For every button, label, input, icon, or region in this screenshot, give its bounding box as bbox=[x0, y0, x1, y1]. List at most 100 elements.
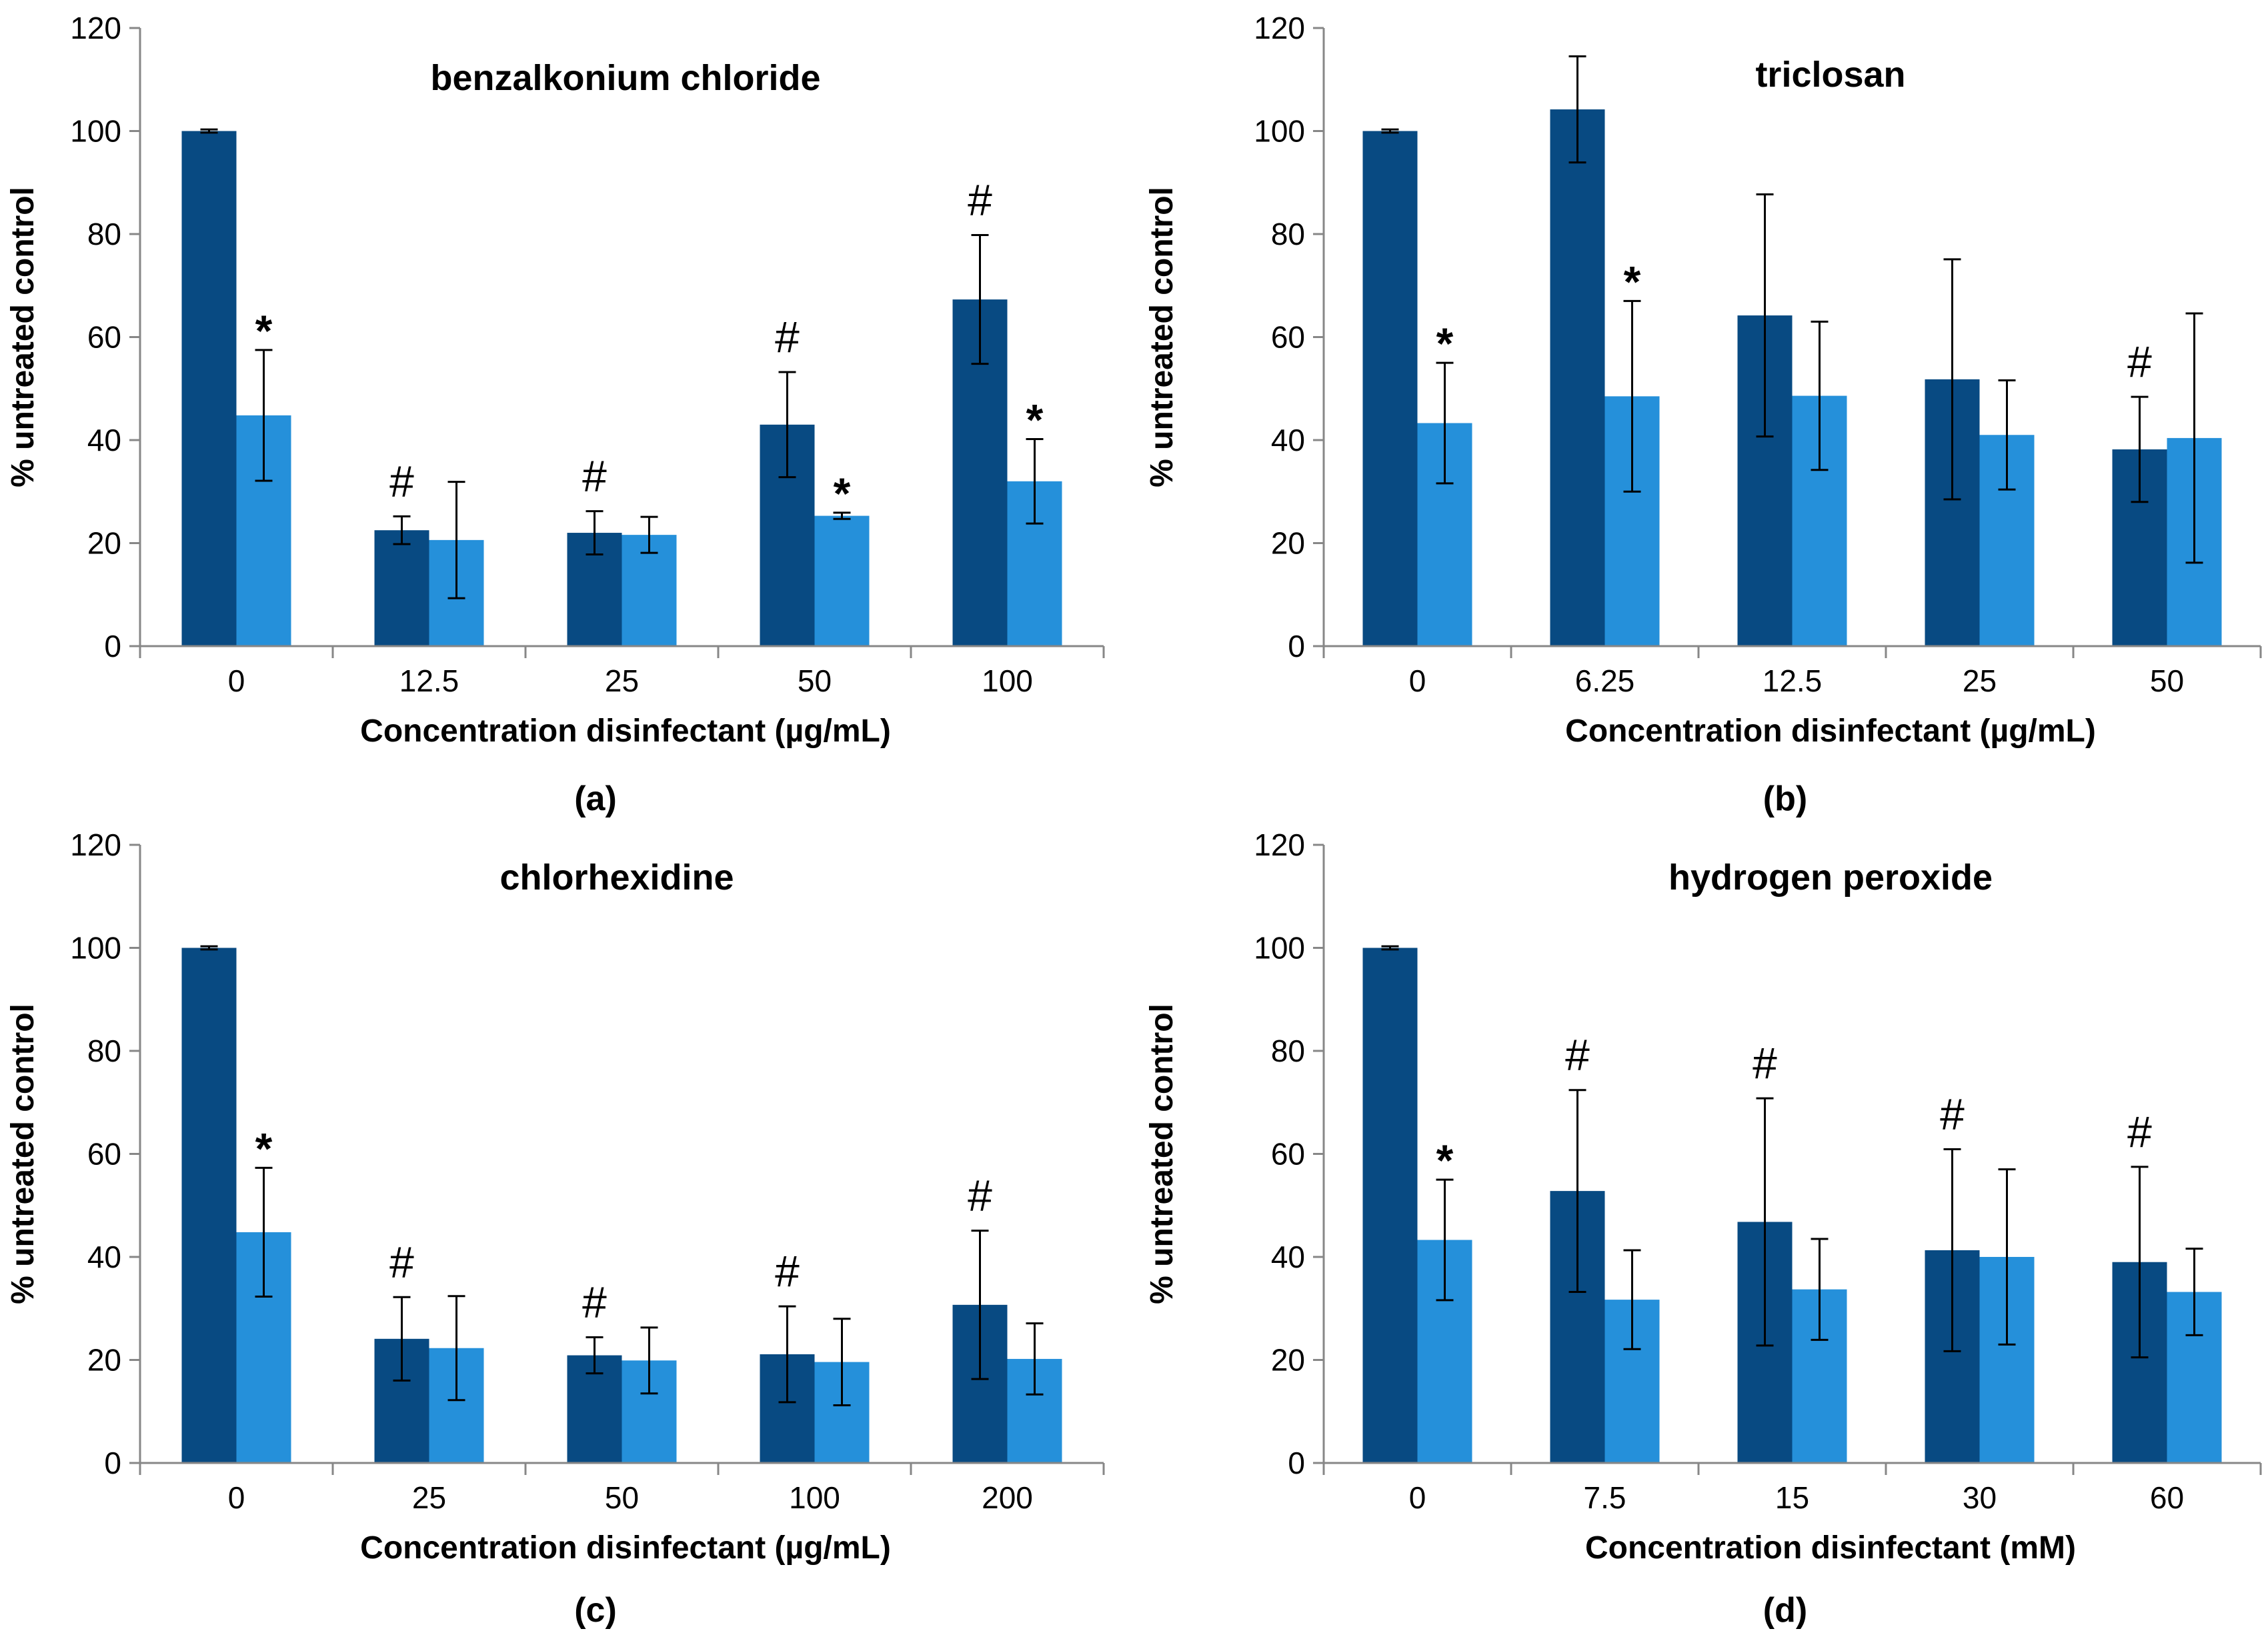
y-tick-label: 20 bbox=[87, 526, 121, 561]
x-tick-label: 15 bbox=[1775, 1480, 1809, 1515]
y-axis-label: % untreated control bbox=[1144, 1004, 1180, 1304]
x-tick-label: 60 bbox=[2150, 1480, 2184, 1515]
significance-star: * bbox=[1026, 395, 1044, 444]
y-tick-label: 40 bbox=[1271, 423, 1305, 457]
x-axis-label: Concentration disinfectant (µg/mL) bbox=[360, 713, 891, 749]
significance-hash: # bbox=[775, 312, 800, 361]
x-tick-label: 200 bbox=[982, 1480, 1033, 1515]
chart-chlorhexidine: chlorhexidine 0 20 40 60 80 100 120 % untreated … bbox=[5, 828, 1105, 1566]
y-tick-label: 20 bbox=[87, 1343, 121, 1378]
y-tick-label: 60 bbox=[1271, 320, 1305, 355]
panel-a: benzalkonium chloride 0 20 40 60 80 100 120 % un… bbox=[0, 0, 1134, 820]
x-tick-label: 50 bbox=[798, 663, 832, 698]
chart-title: chlorhexidine bbox=[499, 858, 734, 898]
bar-light-3 bbox=[814, 515, 870, 646]
panel-label: (d) bbox=[1763, 1591, 1808, 1630]
y-axis-label: % untreated control bbox=[5, 187, 41, 487]
panel-d: hydrogen peroxide 0 20 40 60 80 100 120 % untrea… bbox=[1134, 820, 2267, 1639]
y-tick-label: 40 bbox=[1271, 1240, 1305, 1274]
chart-title: hydrogen peroxide bbox=[1668, 858, 1993, 898]
panel-c: chlorhexidine 0 20 40 60 80 100 120 % untreated … bbox=[0, 820, 1134, 1639]
bar-dark-1 bbox=[1550, 109, 1605, 646]
significance-star: * bbox=[255, 1124, 273, 1173]
y-tick-label: 120 bbox=[1254, 11, 1305, 45]
significance-star: * bbox=[1624, 257, 1641, 306]
y-tick-label: 60 bbox=[87, 1137, 121, 1172]
y-tick-label: 80 bbox=[87, 217, 121, 251]
significance-hash: # bbox=[582, 1278, 607, 1327]
x-tick-label: 50 bbox=[2150, 663, 2184, 698]
significance-hash: # bbox=[775, 1246, 800, 1296]
significance-hash: # bbox=[389, 456, 414, 505]
y-tick-label: 40 bbox=[87, 1240, 121, 1274]
bar-dark-0 bbox=[1362, 131, 1418, 646]
panel-label: (a) bbox=[574, 779, 617, 818]
x-tick-label: 100 bbox=[982, 663, 1033, 698]
x-tick-label: 25 bbox=[1963, 663, 1997, 698]
x-tick-label: 30 bbox=[1963, 1480, 1997, 1515]
y-tick-label: 60 bbox=[87, 320, 121, 355]
x-tick-label: 7.5 bbox=[1584, 1480, 1626, 1515]
x-tick-label: 25 bbox=[412, 1480, 446, 1515]
x-tick-label: 0 bbox=[1409, 1480, 1426, 1515]
significance-hash: # bbox=[1565, 1030, 1590, 1080]
significance-hash: # bbox=[1753, 1038, 1777, 1088]
panel-label: (b) bbox=[1763, 779, 1808, 818]
significance-star: * bbox=[834, 469, 851, 518]
y-tick-label: 80 bbox=[1271, 217, 1305, 251]
significance-hash: # bbox=[2127, 337, 2152, 386]
y-tick-label: 120 bbox=[70, 828, 121, 862]
x-tick-label: 12.5 bbox=[399, 663, 459, 698]
significance-hash: # bbox=[389, 1237, 414, 1286]
chart-triclosan: triclosan 0 20 40 60 80 100 120 % untreated cont… bbox=[1144, 11, 2262, 749]
significance-star: * bbox=[1436, 319, 1454, 368]
significance-hash: # bbox=[1940, 1090, 1965, 1139]
significance-hash: # bbox=[968, 1171, 992, 1220]
bar-dark-0 bbox=[181, 131, 237, 646]
significance-hash: # bbox=[2127, 1107, 2152, 1156]
y-tick-label: 20 bbox=[1271, 526, 1305, 561]
y-axis-label: % untreated control bbox=[1144, 187, 1180, 487]
chart-benzalkonium-chloride: benzalkonium chloride 0 20 40 60 80 100 120 % un… bbox=[5, 11, 1105, 749]
y-tick-label: 120 bbox=[70, 11, 121, 45]
x-axis-label: Concentration disinfectant (µg/mL) bbox=[1565, 713, 2096, 749]
y-axis-label: % untreated control bbox=[5, 1004, 41, 1304]
bar-dark-0 bbox=[181, 948, 237, 1463]
x-tick-label: 50 bbox=[605, 1480, 639, 1515]
y-tick-label: 20 bbox=[1271, 1343, 1305, 1378]
y-tick-label: 0 bbox=[1288, 629, 1305, 663]
y-tick-label: 100 bbox=[1254, 931, 1305, 966]
significance-star: * bbox=[255, 306, 273, 355]
significance-hash: # bbox=[582, 451, 607, 501]
significance-hash: # bbox=[968, 175, 992, 225]
x-tick-label: 0 bbox=[228, 1480, 245, 1515]
bar-dark-1 bbox=[374, 530, 429, 646]
y-tick-label: 120 bbox=[1254, 828, 1305, 862]
x-tick-label: 12.5 bbox=[1763, 663, 1823, 698]
chart-title: benzalkonium chloride bbox=[430, 58, 820, 98]
x-tick-label: 0 bbox=[1409, 663, 1426, 698]
y-tick-label: 100 bbox=[70, 931, 121, 966]
y-tick-label: 40 bbox=[87, 423, 121, 457]
x-tick-label: 6.25 bbox=[1575, 663, 1635, 698]
panel-label: (c) bbox=[574, 1591, 617, 1630]
y-tick-label: 0 bbox=[1288, 1446, 1305, 1480]
x-axis-label: Concentration disinfectant (µg/mL) bbox=[360, 1530, 891, 1566]
y-tick-label: 0 bbox=[104, 1446, 121, 1480]
y-tick-label: 100 bbox=[70, 114, 121, 149]
y-tick-label: 80 bbox=[87, 1034, 121, 1068]
x-tick-label: 25 bbox=[605, 663, 639, 698]
y-tick-label: 60 bbox=[1271, 1137, 1305, 1172]
y-tick-label: 80 bbox=[1271, 1034, 1305, 1068]
chart-title: triclosan bbox=[1755, 55, 1905, 95]
x-tick-label: 100 bbox=[789, 1480, 840, 1515]
y-tick-label: 100 bbox=[1254, 114, 1305, 149]
chart-hydrogen-peroxide: hydrogen peroxide 0 20 40 60 80 100 120 % untrea… bbox=[1144, 828, 2262, 1566]
x-axis-label: Concentration disinfectant (mM) bbox=[1585, 1530, 2076, 1566]
panel-b: triclosan 0 20 40 60 80 100 120 % untreated cont… bbox=[1134, 0, 2267, 820]
y-tick-label: 0 bbox=[104, 629, 121, 663]
x-tick-label: 0 bbox=[228, 663, 245, 698]
bar-dark-0 bbox=[1362, 948, 1418, 1463]
significance-star: * bbox=[1436, 1136, 1454, 1185]
